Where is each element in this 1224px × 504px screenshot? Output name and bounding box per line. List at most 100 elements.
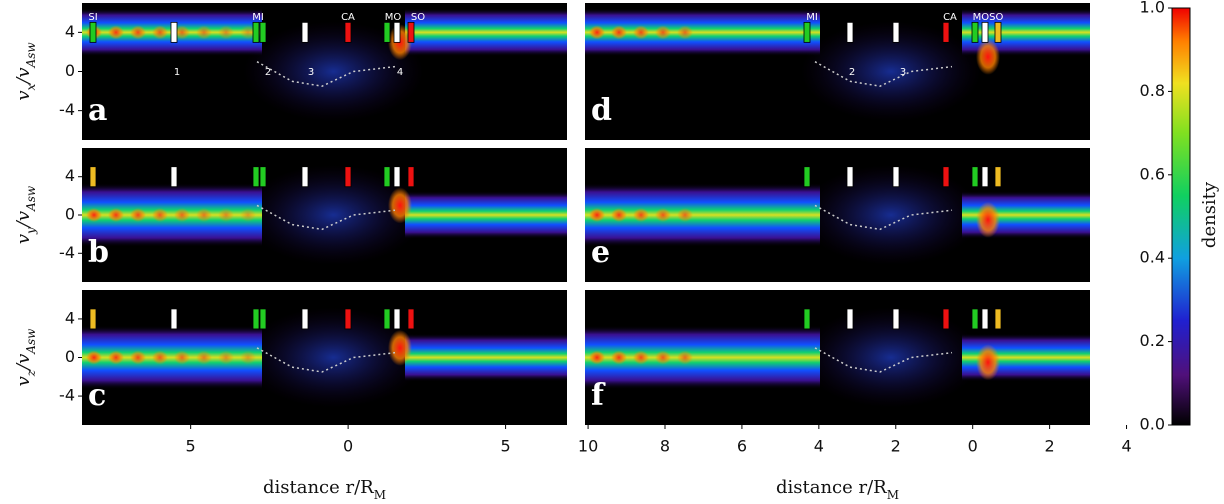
y-axis-label-part: Asw xyxy=(24,42,38,69)
colorbar-tick-label: 1.0 xyxy=(1140,0,1165,17)
heatmap xyxy=(585,165,1090,265)
hot-spot xyxy=(240,25,256,40)
annotation: 4 xyxy=(397,67,403,78)
region-marker xyxy=(301,308,309,330)
annotation: MI xyxy=(252,12,264,23)
hot-spot xyxy=(633,350,649,365)
hot-spot xyxy=(196,350,212,365)
colorbar-tick-label: 0.4 xyxy=(1140,248,1165,267)
y-tick-label: -4 xyxy=(59,243,75,262)
panel-letter: c xyxy=(88,378,106,413)
y-axis-label-part: v xyxy=(13,234,34,244)
region-marker xyxy=(892,21,900,43)
hot-spot xyxy=(108,350,124,365)
hot-spot xyxy=(611,350,627,365)
region-marker xyxy=(942,166,950,188)
band xyxy=(405,8,567,57)
region-marker xyxy=(393,21,401,43)
hot-spot xyxy=(589,350,605,365)
region-marker xyxy=(252,166,260,188)
y-tick-label: 4 xyxy=(65,166,75,185)
y-axis-label: vx/vAsw xyxy=(13,42,38,101)
region-marker xyxy=(344,21,352,43)
y-axis-label-part: x xyxy=(24,83,38,90)
hot-spot xyxy=(218,350,234,365)
hot-spot xyxy=(611,208,627,222)
x-tick-label: 0 xyxy=(968,437,978,456)
x-tick-label: 6 xyxy=(737,437,747,456)
region-marker xyxy=(994,166,1002,188)
y-tick-label: 0 xyxy=(65,61,75,80)
region-marker xyxy=(383,166,391,188)
annotation: CA xyxy=(943,12,957,23)
hot-spot xyxy=(388,329,412,366)
x-tick-label: 5 xyxy=(500,437,510,456)
region-marker xyxy=(259,308,267,330)
heatmap xyxy=(585,307,1090,408)
region-marker xyxy=(803,308,811,330)
band xyxy=(405,191,567,239)
y-tick-label: -4 xyxy=(59,386,75,405)
region-marker xyxy=(170,308,178,330)
hot-spot xyxy=(108,25,124,40)
panel-letter: b xyxy=(88,235,109,270)
haze xyxy=(243,21,424,122)
x-tick-label: 0 xyxy=(343,437,353,456)
region-marker xyxy=(942,308,950,330)
panel: b 4 0 -4 vy/vAsw xyxy=(13,148,567,282)
hot-spot xyxy=(86,208,102,222)
annotation: 2 xyxy=(849,67,855,78)
annotation: MO xyxy=(385,12,402,23)
panel-letter: d xyxy=(591,93,612,128)
region-marker xyxy=(170,21,178,43)
hot-spot xyxy=(152,350,168,365)
region-marker xyxy=(344,308,352,330)
region-marker xyxy=(981,21,989,43)
region-marker xyxy=(994,308,1002,330)
region-marker xyxy=(344,166,352,188)
hot-spot xyxy=(218,208,234,222)
region-marker xyxy=(803,21,811,43)
region-marker xyxy=(383,308,391,330)
region-marker xyxy=(393,166,401,188)
y-tick-label: -4 xyxy=(59,100,75,119)
region-marker xyxy=(892,166,900,188)
colorbar-tick-label: 0.2 xyxy=(1140,331,1165,350)
region-marker xyxy=(407,21,415,43)
panel-letter: a xyxy=(88,93,107,128)
x-tick-label: 5 xyxy=(186,437,196,456)
hot-spot xyxy=(174,350,190,365)
annotation: MI xyxy=(806,12,818,23)
hot-spot xyxy=(976,201,1000,238)
y-tick-label: 0 xyxy=(65,347,75,366)
x-axis-label-part: distance r/R xyxy=(263,477,374,498)
x-tick-label: 4 xyxy=(1121,437,1131,456)
y-axis-label-part: Asw xyxy=(24,328,38,355)
y-tick-label: 4 xyxy=(65,308,75,327)
hot-spot xyxy=(240,350,256,365)
panel: c 4 0 -4 vz/vAsw 5 0 5 distance r/RM xyxy=(13,290,567,502)
y-axis-label-part: y xyxy=(24,227,38,235)
annotation: 1 xyxy=(174,67,180,78)
panel-letter: e xyxy=(591,235,610,270)
region-marker xyxy=(846,166,854,188)
hot-spot xyxy=(174,25,190,40)
hot-spot xyxy=(633,25,649,40)
annotation: 3 xyxy=(900,67,906,78)
hot-spot xyxy=(677,25,693,40)
trace xyxy=(256,347,396,373)
region-marker xyxy=(971,21,979,43)
region-marker xyxy=(252,21,260,43)
hot-spot xyxy=(655,350,671,365)
y-axis-label-part: /v xyxy=(13,67,34,85)
hot-spot xyxy=(655,208,671,222)
haze xyxy=(801,165,981,265)
trace xyxy=(256,204,396,231)
region-marker xyxy=(259,166,267,188)
haze xyxy=(801,21,981,122)
region-marker xyxy=(846,21,854,43)
heatmap xyxy=(585,8,1090,122)
heatmap xyxy=(82,165,567,265)
y-axis-label: vz/vAsw xyxy=(13,328,38,387)
region-marker xyxy=(407,166,415,188)
